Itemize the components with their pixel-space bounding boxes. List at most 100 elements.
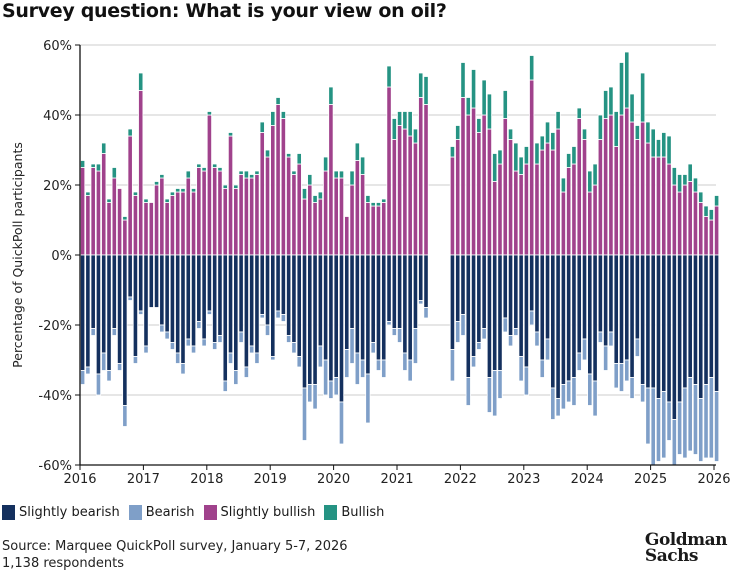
bar-bearish <box>671 419 677 466</box>
bar-bullish <box>270 111 276 126</box>
bar-bearish <box>206 310 212 315</box>
legend-label: Slightly bullish <box>220 505 316 520</box>
bar-slightly-bullish <box>159 177 165 256</box>
bar-slightly-bullish <box>391 139 397 256</box>
bar-slightly-bullish <box>227 135 234 256</box>
bar-bearish <box>227 352 234 364</box>
bar-slightly-bullish <box>111 177 117 256</box>
source-note: Source: Marquee QuickPoll survey, Januar… <box>2 538 348 572</box>
bar-bullish <box>629 93 635 123</box>
bar-bearish <box>212 342 218 350</box>
bar-slightly-bearish <box>360 254 366 361</box>
bar-slightly-bullish <box>280 118 286 256</box>
bar-bullish <box>550 132 556 151</box>
bar-slightly-bullish <box>655 156 662 256</box>
bar-slightly-bullish <box>671 184 677 256</box>
bar-slightly-bullish <box>608 114 614 256</box>
bar-slightly-bearish <box>148 254 154 308</box>
bar-slightly-bearish <box>661 254 667 392</box>
bar-slightly-bearish <box>581 254 588 340</box>
bar-bearish <box>481 328 487 340</box>
bar-slightly-bearish <box>238 254 244 333</box>
bar-bullish <box>196 163 202 168</box>
bar-slightly-bullish <box>550 149 556 256</box>
legend-item-slightly-bearish: Slightly bearish <box>2 505 120 520</box>
bar-slightly-bearish <box>597 254 603 333</box>
bar-bearish <box>407 359 413 382</box>
bar-slightly-bearish <box>592 254 598 382</box>
bar-slightly-bearish <box>423 254 429 308</box>
bar-bullish <box>566 153 572 168</box>
bar-bullish <box>286 153 292 158</box>
bar-slightly-bearish <box>111 254 117 329</box>
bar-slightly-bearish <box>381 254 387 361</box>
x-tick-label: 2016 <box>63 472 96 487</box>
y-tick-label: -40% <box>38 389 72 404</box>
bar-slightly-bullish <box>597 139 603 256</box>
bar-bearish <box>291 342 297 354</box>
bar-slightly-bearish <box>566 254 572 382</box>
bar-bullish <box>407 111 413 137</box>
bar-bullish <box>85 191 91 196</box>
bar-bullish <box>581 128 588 140</box>
bar-bullish <box>95 163 102 172</box>
bar-slightly-bearish <box>698 254 704 399</box>
bar-bearish <box>492 370 498 417</box>
logo-line-1: Goldman <box>644 530 728 550</box>
bar-slightly-bullish <box>190 191 197 256</box>
bar-bullish <box>624 51 630 109</box>
bar-slightly-bearish <box>243 254 249 368</box>
bar-slightly-bearish <box>714 254 720 392</box>
bar-slightly-bearish <box>338 254 345 403</box>
bar-slightly-bearish <box>492 254 498 371</box>
bar-bearish <box>507 335 514 347</box>
bar-slightly-bullish <box>317 198 323 256</box>
bar-slightly-bearish <box>645 254 651 389</box>
bar-slightly-bearish <box>127 254 133 298</box>
bar-bullish <box>175 188 181 193</box>
bar-slightly-bullish <box>270 125 276 256</box>
bar-slightly-bearish <box>576 254 582 354</box>
x-tick-label: 2022 <box>444 472 477 487</box>
bar-bearish <box>243 366 249 378</box>
bar-bullish <box>201 167 207 172</box>
bar-bearish <box>544 338 551 361</box>
bar-bearish <box>655 398 662 462</box>
bar-slightly-bullish <box>624 107 630 256</box>
bar-bullish <box>592 163 598 186</box>
bar-slightly-bearish <box>449 254 456 350</box>
bar-slightly-bullish <box>264 156 271 256</box>
legend-swatch-bullish <box>324 505 338 520</box>
bar-slightly-bearish <box>301 254 308 389</box>
bar-slightly-bullish <box>455 139 461 256</box>
bar-slightly-bullish <box>640 121 646 256</box>
bar-slightly-bearish <box>349 254 355 329</box>
bar-slightly-bearish <box>291 254 297 343</box>
bar-slightly-bearish <box>386 254 392 322</box>
bar-bearish <box>254 352 260 364</box>
bar-bearish <box>222 380 228 392</box>
bar-bullish <box>159 174 165 179</box>
bar-bullish <box>650 128 656 158</box>
bar-bearish <box>333 377 339 396</box>
bar-slightly-bullish <box>486 128 493 256</box>
bar-slightly-bearish <box>354 254 360 354</box>
bar-slightly-bullish <box>85 195 91 256</box>
bar-bearish <box>560 384 566 410</box>
bar-slightly-bullish <box>708 219 714 256</box>
bar-bullish <box>687 163 693 182</box>
bar-slightly-bearish <box>185 254 191 340</box>
bar-bearish <box>539 359 545 378</box>
bar-slightly-bullish <box>423 104 429 256</box>
bar-bearish <box>381 359 387 378</box>
bar-bullish <box>323 156 329 172</box>
bar-slightly-bearish <box>682 254 688 389</box>
bar-slightly-bullish <box>243 177 249 256</box>
bar-bearish <box>497 370 503 399</box>
bar-bearish <box>95 373 102 396</box>
bar-bullish <box>470 69 477 109</box>
bar-bearish <box>513 328 519 336</box>
bar-slightly-bearish <box>470 254 477 357</box>
bar-slightly-bearish <box>164 254 170 333</box>
bar-bearish <box>370 342 376 354</box>
